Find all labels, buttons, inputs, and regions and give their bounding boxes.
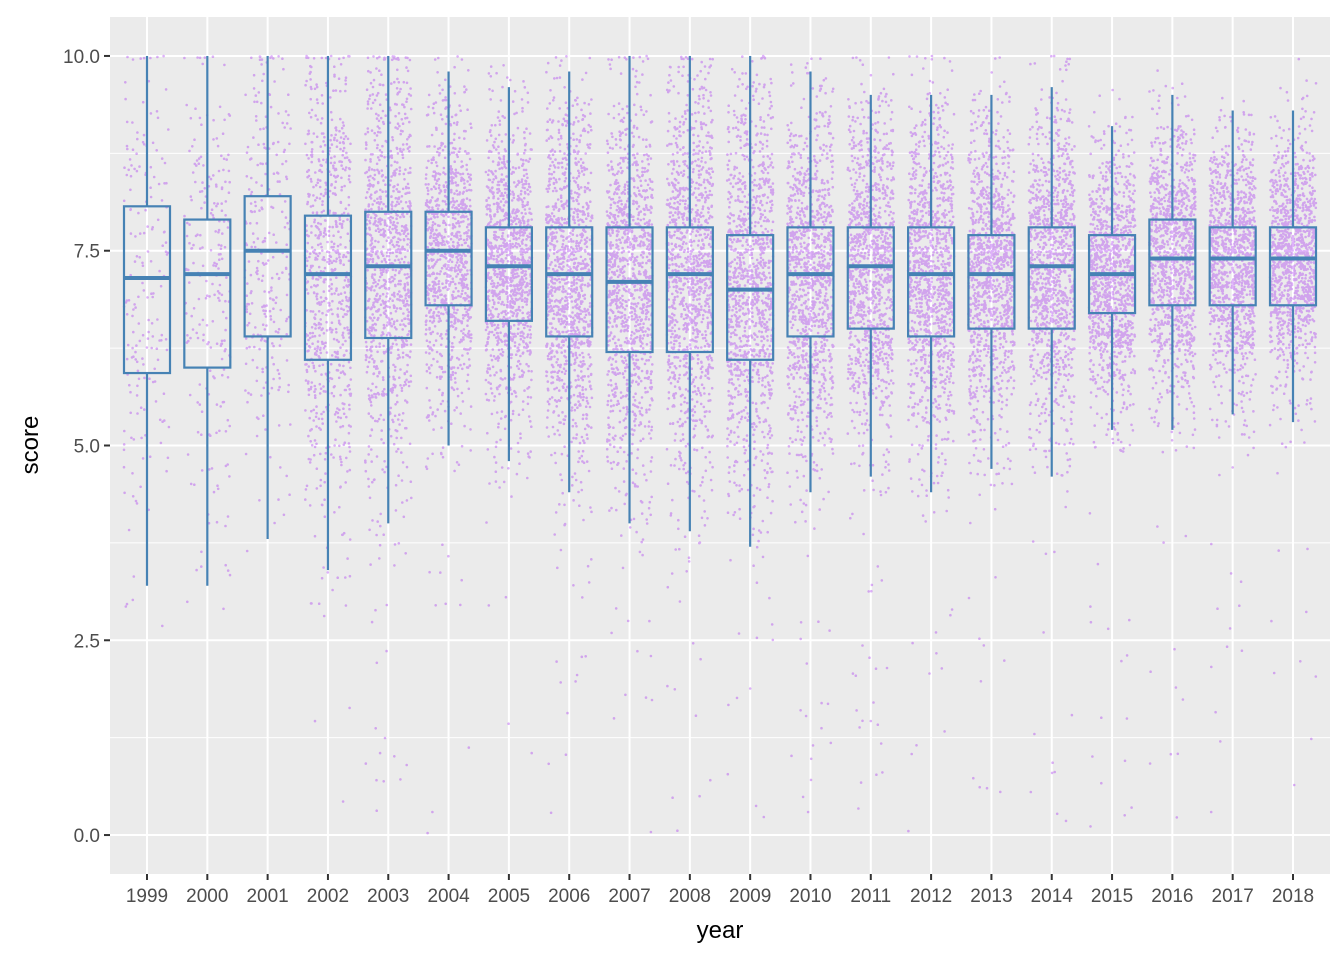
box-body bbox=[907, 226, 956, 338]
y-tick-label: 2.5 bbox=[74, 631, 100, 652]
x-tick-label: 2010 bbox=[789, 886, 831, 907]
x-axis-title: year bbox=[697, 917, 744, 944]
box-2000 bbox=[183, 55, 232, 586]
y-tick-label: 5.0 bbox=[74, 437, 100, 458]
box-2016 bbox=[1148, 94, 1197, 430]
box-body bbox=[967, 234, 1016, 330]
x-tick-label: 2018 bbox=[1272, 886, 1314, 907]
box-2001 bbox=[243, 55, 292, 539]
box-2015 bbox=[1087, 126, 1137, 430]
box-body bbox=[605, 226, 654, 354]
box-body bbox=[243, 195, 292, 338]
x-tick-label: 2000 bbox=[186, 886, 228, 907]
box-2005 bbox=[484, 87, 533, 462]
box-2004 bbox=[424, 71, 473, 446]
box-body bbox=[1208, 226, 1257, 307]
x-tick-label: 2013 bbox=[970, 886, 1012, 907]
x-tick-label: 2003 bbox=[367, 886, 409, 907]
x-tick-label: 2007 bbox=[608, 886, 650, 907]
x-tick-label: 2009 bbox=[729, 886, 771, 907]
box-2007 bbox=[605, 55, 654, 524]
x-tick-label: 2014 bbox=[1031, 886, 1074, 907]
x-tick-label: 2005 bbox=[488, 886, 530, 907]
x-tick-label: 1999 bbox=[126, 886, 168, 907]
box-2002 bbox=[303, 55, 353, 571]
box-2006 bbox=[545, 71, 594, 493]
box-2018 bbox=[1268, 110, 1318, 423]
box-1999 bbox=[122, 55, 172, 586]
box-body bbox=[122, 205, 172, 375]
y-tick-label: 7.5 bbox=[74, 242, 100, 263]
box-body bbox=[545, 226, 594, 338]
box-2011 bbox=[846, 94, 895, 477]
box-body bbox=[1027, 226, 1076, 330]
box-2009 bbox=[726, 55, 775, 547]
box-body bbox=[1268, 226, 1318, 307]
minor-gridlines bbox=[110, 152, 1330, 739]
x-tick-label: 2015 bbox=[1091, 886, 1133, 907]
box-body bbox=[183, 218, 232, 369]
box-body bbox=[786, 226, 835, 338]
box-2014 bbox=[1027, 87, 1076, 477]
y-tick-label: 0.0 bbox=[74, 826, 100, 847]
box-body bbox=[846, 226, 895, 330]
box-2013 bbox=[967, 94, 1016, 469]
box-body bbox=[1148, 218, 1197, 307]
x-tick-label: 2011 bbox=[850, 886, 891, 907]
box-body bbox=[665, 226, 714, 354]
x-axis: 1999 2000 2001 2002 2003 2004 2005 2006 2007 2008… bbox=[126, 874, 1314, 907]
y-axis: 0.0 2.5 5.0 7.5 10.0 bbox=[63, 47, 110, 847]
box-2017 bbox=[1208, 110, 1257, 415]
boxes bbox=[122, 55, 1318, 586]
box-body bbox=[484, 226, 533, 322]
box-2010 bbox=[786, 71, 835, 493]
x-tick-label: 2012 bbox=[910, 886, 952, 907]
x-tick-label: 2017 bbox=[1212, 886, 1254, 907]
box-body bbox=[303, 214, 353, 361]
x-tick-label: 2016 bbox=[1151, 886, 1193, 907]
box-body bbox=[364, 210, 413, 340]
y-axis-title: score bbox=[17, 416, 44, 475]
box-2012 bbox=[907, 94, 956, 493]
x-tick-label: 2001 bbox=[246, 886, 288, 907]
y-tick-label: 10.0 bbox=[63, 47, 100, 68]
box-body bbox=[726, 234, 775, 361]
box-2008 bbox=[665, 55, 714, 532]
x-tick-label: 2002 bbox=[307, 886, 349, 907]
box-2003 bbox=[364, 55, 413, 524]
x-tick-label: 2008 bbox=[669, 886, 711, 907]
x-tick-label: 2006 bbox=[548, 886, 590, 907]
x-tick-label: 2004 bbox=[427, 886, 470, 907]
box-body bbox=[424, 210, 473, 307]
